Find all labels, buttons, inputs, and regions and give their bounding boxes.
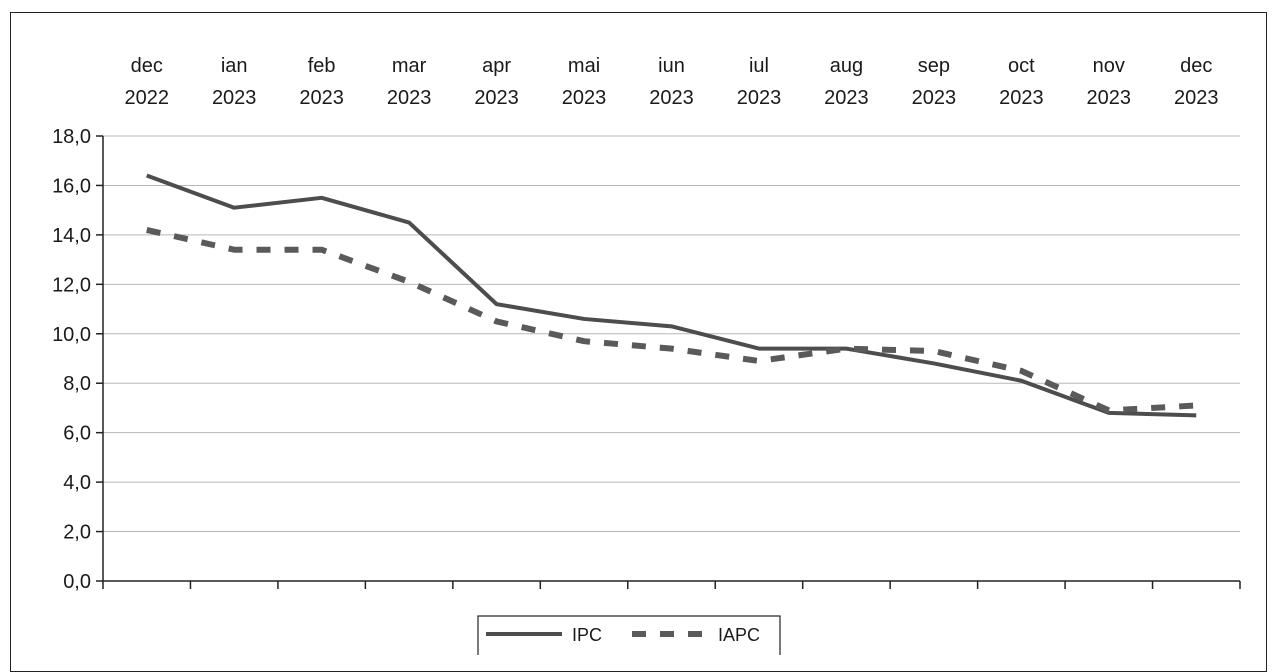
gridlines bbox=[103, 135, 1240, 533]
x-label-year: 2023 bbox=[912, 87, 957, 109]
y-tick-label: 10,0 bbox=[52, 324, 91, 346]
y-tick-label: 0,0 bbox=[63, 571, 91, 593]
axes bbox=[96, 135, 1241, 589]
y-tick-label: 4,0 bbox=[63, 472, 91, 494]
y-tick-label: 18,0 bbox=[52, 126, 91, 148]
y-tick-label: 2,0 bbox=[63, 522, 91, 544]
y-axis-labels: 0,0 2,0 4,0 6,0 8,0 10,0 12,0 14,0 16,0 18,0 bbox=[52, 126, 91, 593]
x-label-month: feb bbox=[308, 55, 336, 77]
x-label-month: apr bbox=[482, 55, 511, 77]
x-label-year: 2023 bbox=[649, 87, 694, 109]
x-label-month: iun bbox=[658, 55, 685, 77]
x-label-month: iul bbox=[749, 55, 769, 77]
x-label-year: 2023 bbox=[387, 87, 432, 109]
x-label-month: aug bbox=[830, 55, 863, 77]
x-label-month: oct bbox=[1008, 55, 1035, 77]
y-tick-label: 6,0 bbox=[63, 423, 91, 445]
x-label-year: 2023 bbox=[999, 87, 1044, 109]
x-label-year: 2023 bbox=[824, 87, 869, 109]
legend-label-ipc: IPC bbox=[572, 625, 602, 645]
x-label-year: 2023 bbox=[1174, 87, 1219, 109]
x-axis-labels: dec 2022 ian 2023 feb 2023 mar 2023 apr 2023 mai 20… bbox=[124, 55, 1218, 109]
x-label-month: ian bbox=[221, 55, 248, 77]
x-label-month: dec bbox=[131, 55, 163, 77]
legend: IPC IAPC bbox=[477, 615, 781, 655]
y-tick-label: 12,0 bbox=[52, 274, 91, 296]
x-label-month: nov bbox=[1093, 55, 1125, 77]
x-label-month: mar bbox=[392, 55, 427, 77]
legend-label-iapc: IAPC bbox=[718, 625, 760, 645]
x-label-month: dec bbox=[1180, 55, 1212, 77]
x-label-year: 2023 bbox=[299, 87, 344, 109]
series-line-iapc bbox=[146, 227, 1197, 414]
y-tick-label: 14,0 bbox=[52, 225, 91, 247]
x-label-year: 2023 bbox=[737, 87, 782, 109]
x-label-month: mai bbox=[568, 55, 600, 77]
x-label-month: sep bbox=[918, 55, 950, 77]
y-tick-label: 8,0 bbox=[63, 373, 91, 395]
line-chart: dec 2022 ian 2023 feb 2023 mar 2023 apr 2023 mai 20… bbox=[52, 55, 1241, 655]
series-line-ipc bbox=[146, 173, 1197, 418]
x-label-year: 2023 bbox=[1087, 87, 1132, 109]
series-lines bbox=[146, 173, 1197, 418]
y-tick-label: 16,0 bbox=[52, 175, 91, 197]
x-label-year: 2023 bbox=[474, 87, 519, 109]
x-label-year: 2023 bbox=[212, 87, 257, 109]
x-label-year: 2022 bbox=[124, 87, 169, 109]
x-label-year: 2023 bbox=[562, 87, 607, 109]
